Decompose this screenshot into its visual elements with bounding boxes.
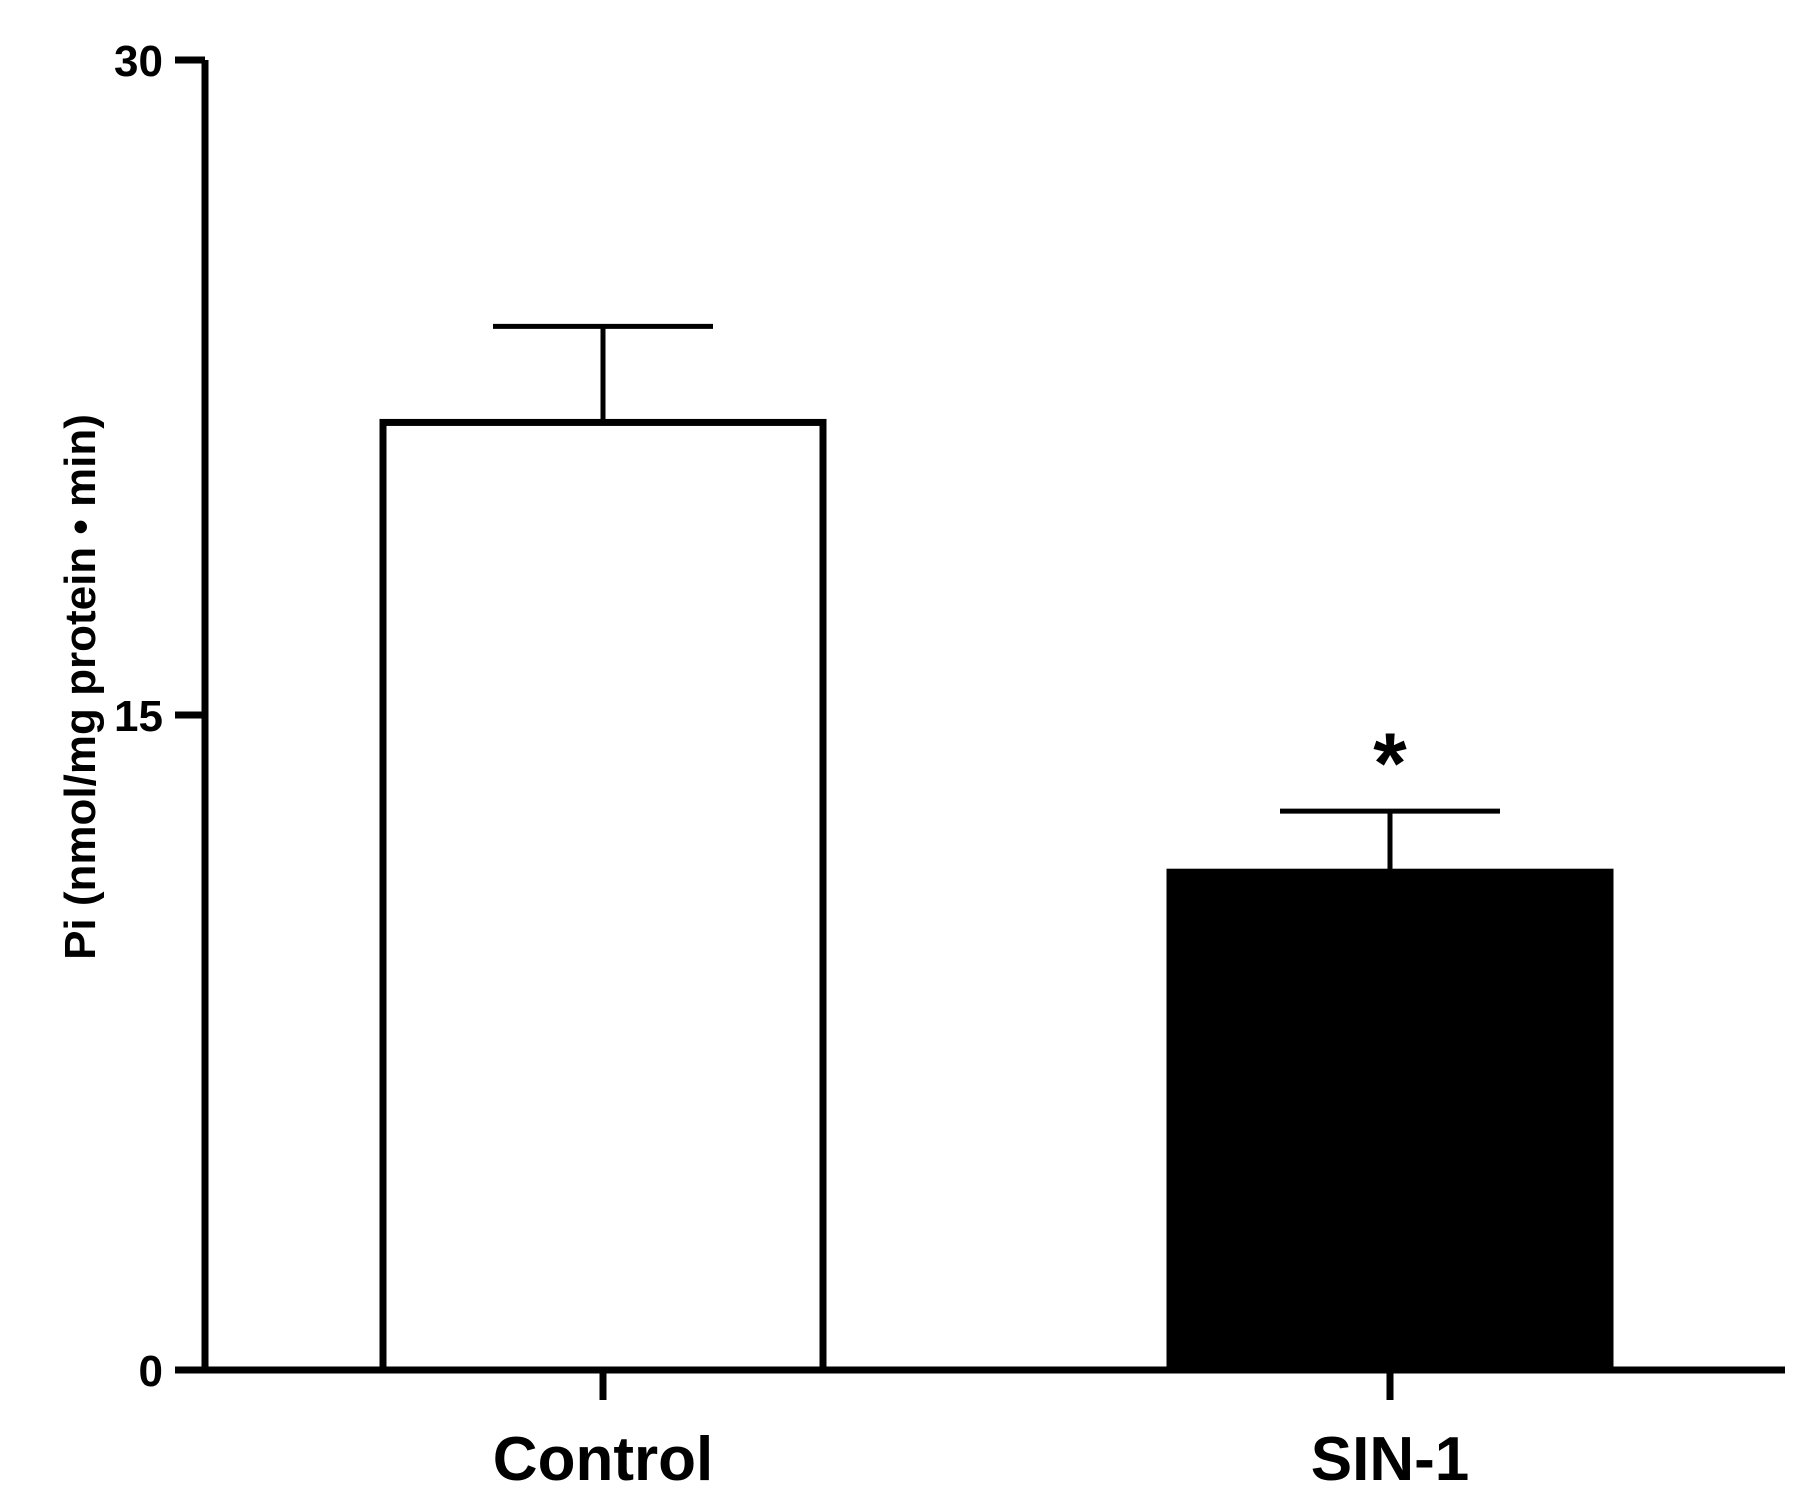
- bar-sin-1: [1166, 868, 1614, 1374]
- y-tick-label-0: 0: [139, 1347, 163, 1396]
- y-tick-label-15: 15: [114, 692, 163, 741]
- bar-control: [379, 418, 827, 1374]
- y-tick-label-30: 30: [114, 37, 163, 86]
- significance-asterisk: *: [1373, 716, 1407, 812]
- bars-group: [379, 323, 1614, 1374]
- y-axis-title: Pi (nmol/mg protein • min): [56, 414, 105, 960]
- labels-group: Control SIN-1 *: [493, 716, 1469, 1490]
- x-tick-label-sin-1: SIN-1: [1311, 1425, 1469, 1490]
- x-tick-label-control: Control: [493, 1425, 713, 1490]
